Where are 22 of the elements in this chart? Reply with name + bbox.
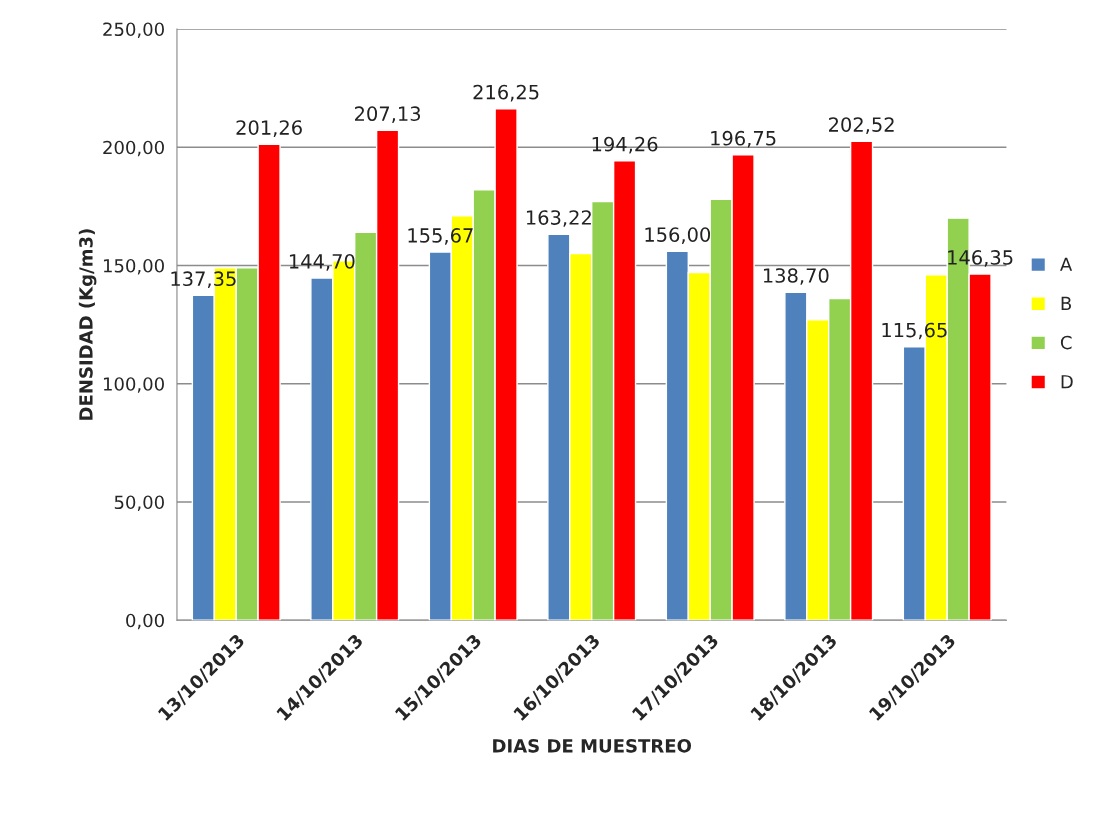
legend-label: C [1060,335,1072,350]
legend-label: D [1061,375,1073,389]
y-tick-label: 150,00 [103,258,164,275]
data-label: 202,52 [829,117,894,134]
data-label: 156,00 [645,227,711,244]
y-tick-label: 0,00 [126,613,164,630]
data-label: 207,13 [355,106,421,123]
data-label: 194,26 [592,136,658,154]
y-tick-label: 250,00 [103,22,164,38]
y-tick-label: 100,00 [103,377,164,393]
legend-label: A [1060,257,1073,271]
data-label: 201,26 [236,120,302,137]
y-axis-title: DENSIDAD (Kg/m3) [78,229,97,420]
y-tick-label: 200,00 [103,140,164,157]
data-label: 138,70 [763,268,829,285]
data-label: 216,25 [473,84,539,102]
data-label: 196,75 [711,130,776,148]
x-axis-title: DIAS DE MUESTREO [493,739,692,753]
data-label: 144,70 [289,253,355,271]
legend-label: B [1061,296,1071,311]
data-label: 163,22 [526,210,591,227]
y-tick-label: 50,00 [114,495,164,511]
